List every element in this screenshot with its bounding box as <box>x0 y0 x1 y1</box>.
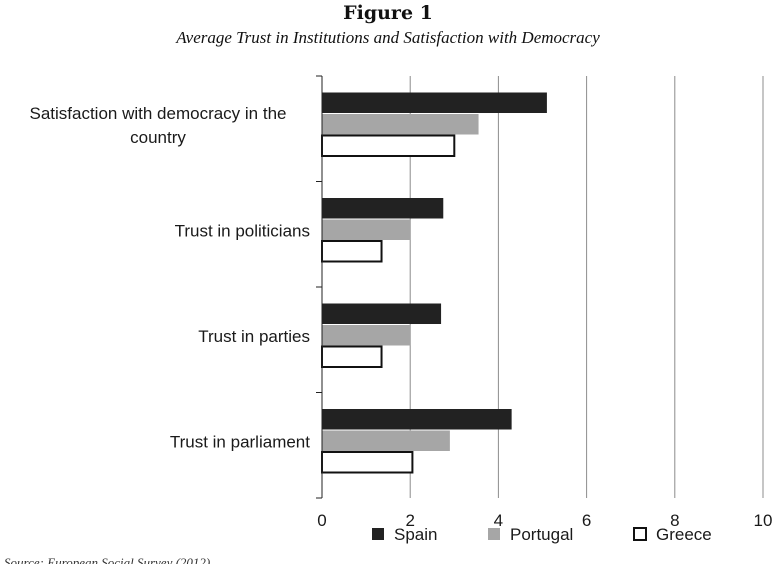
category-label-1-0: Trust in politicians <box>175 221 310 240</box>
category-label-0-0: Satisfaction with democracy in the <box>29 104 286 123</box>
x-tick-label-10: 10 <box>754 511 773 530</box>
legend-label-portugal: Portugal <box>510 525 573 544</box>
legend-swatch-spain <box>372 528 384 540</box>
bar-spain-2 <box>322 303 442 324</box>
figure-subtitle: Average Trust in Institutions and Satisf… <box>176 28 600 47</box>
x-tick-label-0: 0 <box>317 511 326 530</box>
bar-spain-3 <box>322 409 512 430</box>
category-label-3-0: Trust in parliament <box>170 432 310 451</box>
x-tick-label-2: 2 <box>405 511 414 530</box>
x-tick-label-8: 8 <box>670 511 679 530</box>
category-label-2-0: Trust in parties <box>198 327 310 346</box>
legend-label-spain: Spain <box>394 525 437 544</box>
bar-spain-1 <box>322 198 444 219</box>
bar-spain-0 <box>322 92 547 113</box>
source-note: Source: European Social Survey (2012). <box>4 556 214 564</box>
bar-portugal-0 <box>322 114 479 135</box>
legend-label-greece: Greece <box>656 525 712 544</box>
bar-portugal-1 <box>322 219 411 240</box>
bar-greece-0 <box>321 134 456 157</box>
bar-greece-2 <box>321 345 383 368</box>
figure-title: Figure 1 <box>343 2 433 24</box>
x-tick-label-4: 4 <box>494 511 503 530</box>
legend-swatch-portugal <box>488 528 500 540</box>
legend-swatch-greece <box>633 527 647 541</box>
bar-greece-1 <box>321 240 383 263</box>
bar-portugal-2 <box>322 325 411 346</box>
bar-portugal-3 <box>322 430 450 451</box>
x-tick-label-6: 6 <box>582 511 591 530</box>
category-label-0-1: country <box>130 128 186 147</box>
bar-greece-3 <box>321 451 414 474</box>
